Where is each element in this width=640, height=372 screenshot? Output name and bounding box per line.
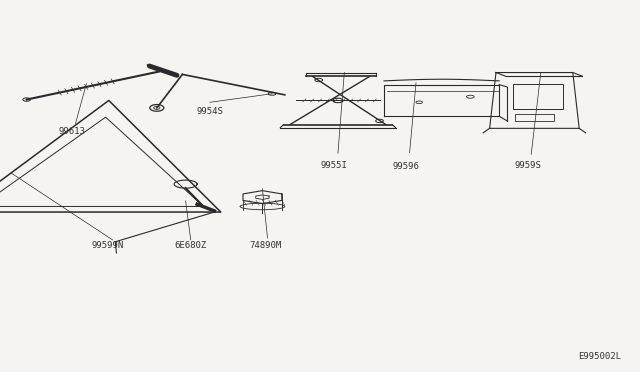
Bar [513, 84, 563, 109]
Ellipse shape [333, 98, 343, 103]
Ellipse shape [315, 78, 323, 81]
Text: 74890M: 74890M [250, 241, 282, 250]
Text: 6E680Z: 6E680Z [174, 241, 206, 250]
Bar [515, 114, 554, 121]
Text: E995002L: E995002L [578, 352, 621, 361]
Text: 9959S: 9959S [515, 161, 541, 170]
Text: 99599N: 99599N [92, 241, 124, 250]
Ellipse shape [376, 119, 383, 122]
Text: 99596: 99596 [392, 162, 419, 171]
Text: 99613: 99613 [58, 127, 85, 136]
Text: 9955I: 9955I [321, 161, 348, 170]
Text: 9954S: 9954S [196, 107, 223, 116]
